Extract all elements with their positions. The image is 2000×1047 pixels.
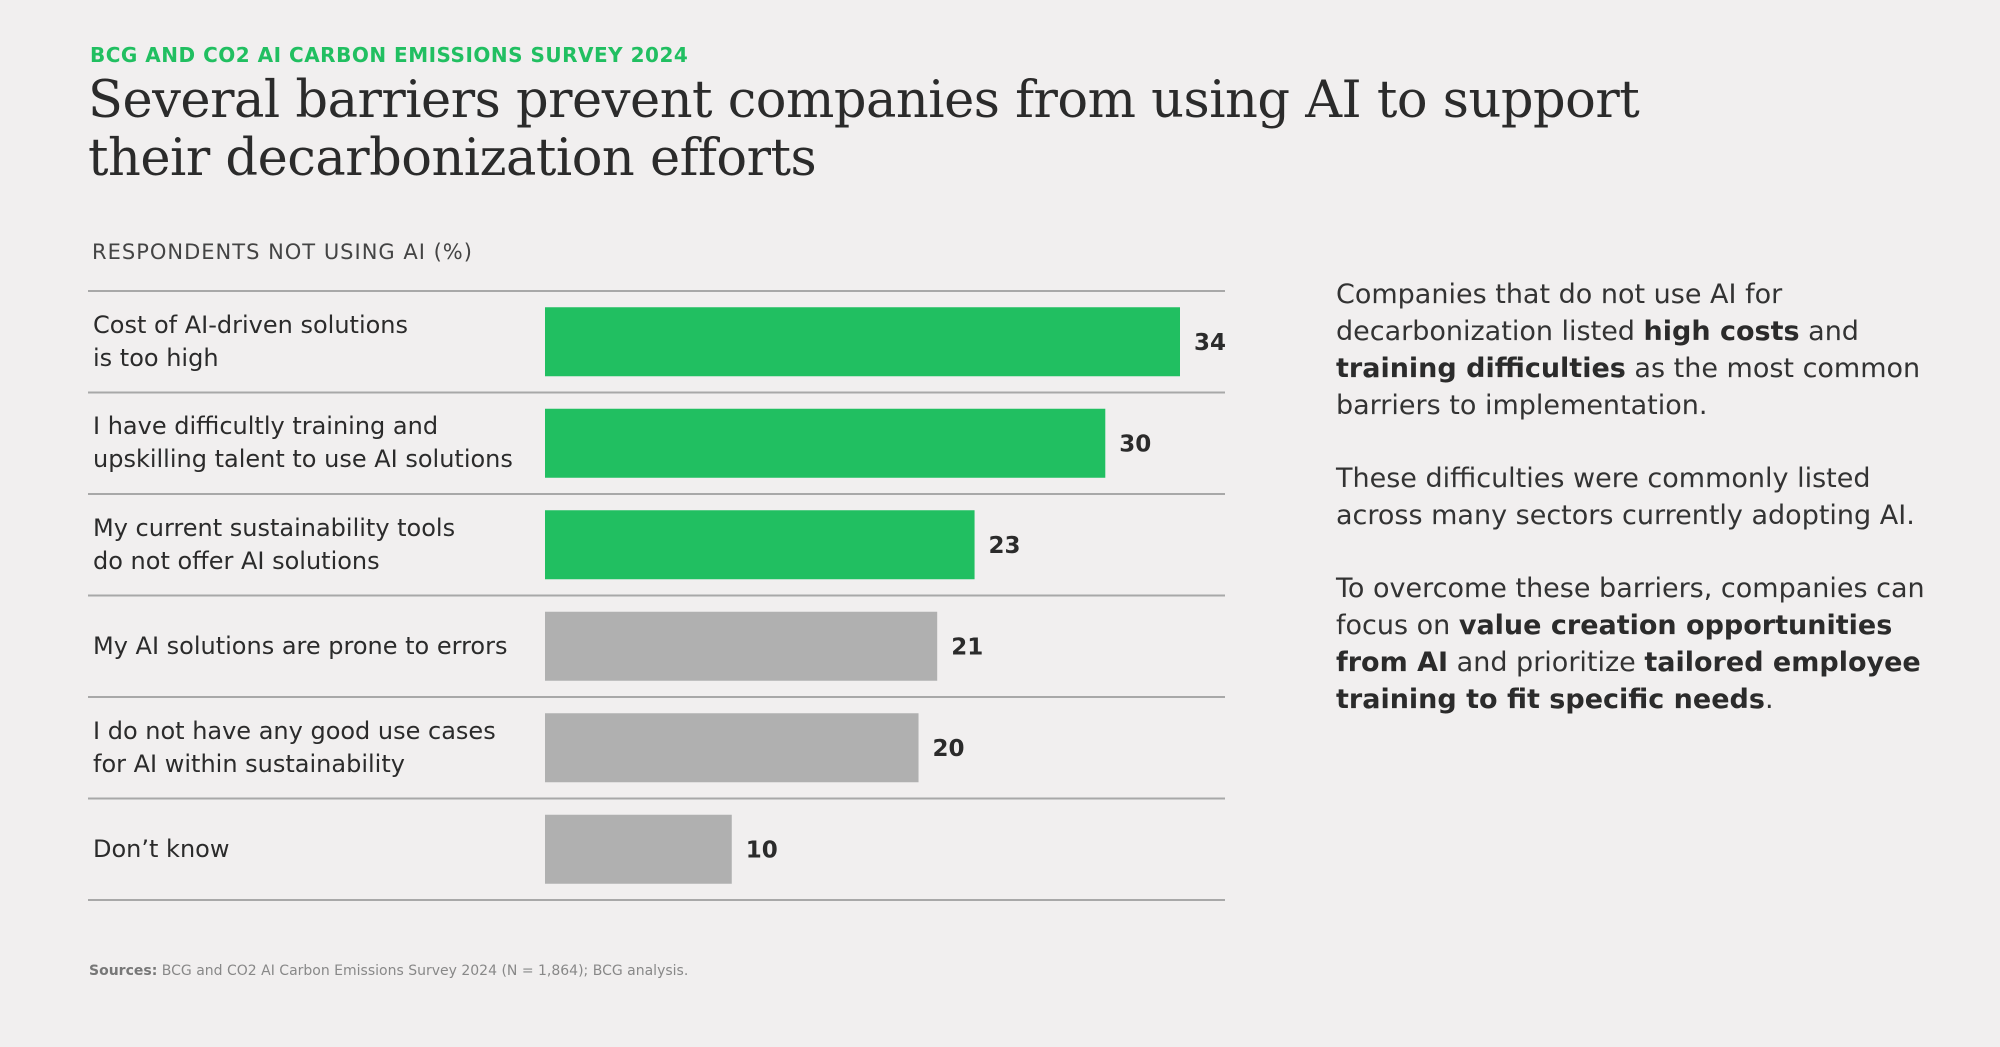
category-label: I do not have any good use cases for AI … [93, 716, 496, 778]
page-title: Several barriers prevent companies from … [88, 71, 1640, 188]
chart-title: RESPONDENTS NOT USING AI (%) [92, 240, 473, 264]
bar [545, 713, 919, 783]
category-label: Cost of AI-driven solutions is too high [93, 310, 409, 372]
category-label: My AI solutions are prone to errors [93, 631, 508, 660]
bar [545, 307, 1180, 377]
commentary: Companies that do not use AI for decarbo… [1336, 276, 1936, 754]
bar [545, 611, 938, 681]
bar [545, 814, 732, 884]
value-label: 23 [989, 533, 1021, 559]
category-label: My current sustainability tools do not o… [93, 513, 456, 575]
category-label: Don’t know [93, 834, 230, 863]
commentary-paragraph-1: Companies that do not use AI for decarbo… [1336, 279, 1921, 421]
category-label: I have difficultly training and upskilli… [93, 412, 513, 474]
value-label: 34 [1194, 330, 1226, 356]
bar [545, 408, 1106, 478]
commentary-paragraph-2: These difficulties were commonly listed … [1336, 463, 1915, 531]
value-label: 21 [951, 634, 983, 660]
value-label: 20 [933, 736, 965, 762]
commentary-paragraph-3: To overcome these barriers, companies ca… [1336, 573, 1925, 715]
survey-eyebrow: BCG AND CO2 AI CARBON EMISSIONS SURVEY 2… [90, 43, 689, 67]
value-label: 10 [746, 837, 778, 863]
bar [545, 510, 975, 580]
sources-note: Sources: BCG and CO2 AI Carbon Emissions… [89, 963, 689, 979]
value-label: 30 [1119, 431, 1151, 457]
